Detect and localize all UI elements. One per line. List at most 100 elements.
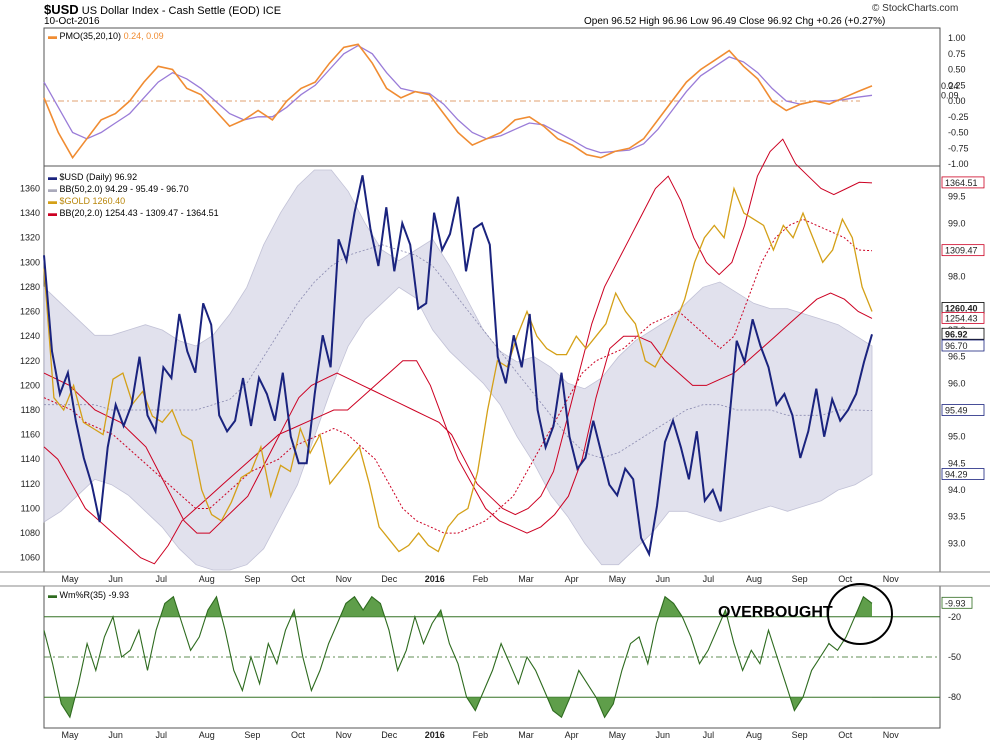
price-x-label: Sep xyxy=(244,574,260,584)
pmo-legend: ▬ PMO(35,20,10) 0.24, 0.09 xyxy=(48,31,164,41)
tag-gold-lower: 1254.43 xyxy=(945,313,978,323)
tag-usd-last-box xyxy=(941,327,985,340)
tag-gold-mid-box xyxy=(941,244,985,257)
pmo-signal-line xyxy=(43,44,873,154)
price-left-tick: 1280 xyxy=(20,282,40,292)
price-left-tick: 1340 xyxy=(20,208,40,218)
willr-last-box xyxy=(941,596,973,609)
ohlc-readout: Open 96.52 High 96.96 Low 96.49 Close 96… xyxy=(584,16,886,27)
willr-x-label: Jul xyxy=(155,730,167,740)
legend-gold: ▬ $GOLD 1260.40 xyxy=(48,196,126,206)
price-left-tick: 1300 xyxy=(20,257,40,267)
willr-last-label: -9.93 xyxy=(945,598,966,608)
overbought-circle xyxy=(827,583,893,645)
willr-y-tick: -20 xyxy=(948,612,961,622)
price-left-tick: 1120 xyxy=(21,479,40,489)
price-x-label: May xyxy=(609,574,627,584)
tag-usd-last: 96.92 xyxy=(945,329,968,339)
legend-bb50-name: BB(50,2.0) xyxy=(59,184,103,194)
pmo-y-tick: -0.50 xyxy=(948,128,969,138)
pmo-line xyxy=(43,43,873,160)
price-left-tick: 1320 xyxy=(20,233,40,243)
legend-bb20-value: 1254.43 - 1309.47 - 1364.51 xyxy=(105,208,219,218)
willr-x-label: Sep xyxy=(244,730,260,740)
pmo-y-tick: 1.00 xyxy=(948,33,966,43)
willr-x-label: May xyxy=(609,730,627,740)
willr-x-label: Jun xyxy=(656,730,671,740)
price-left-tick: 1100 xyxy=(21,503,40,513)
willr-x-label: Jun xyxy=(108,730,123,740)
legend-bb50-value: 94.29 - 95.49 - 96.70 xyxy=(105,184,189,194)
price-x-label: Feb xyxy=(473,574,489,584)
price-x-label: 2016 xyxy=(425,574,445,584)
price-x-label: Nov xyxy=(336,574,353,584)
tag-gold-upper: 1364.51 xyxy=(945,178,978,188)
pmo-last-label: 0.24 xyxy=(941,81,959,91)
bb20-upper-line xyxy=(43,138,873,534)
usd-line xyxy=(43,175,873,558)
price-x-label: Jul xyxy=(703,574,715,584)
price-x-label: Mar xyxy=(518,574,534,584)
price-left-tick: 1360 xyxy=(20,183,40,193)
price-left-tick: 1260 xyxy=(20,307,40,317)
price-right-tick: 96.5 xyxy=(948,352,966,362)
willr-legend-value: -9.93 xyxy=(108,590,130,600)
price-right-tick: 93.5 xyxy=(948,512,966,522)
willr-x-label: Aug xyxy=(746,730,762,740)
tag-usd-mid-box xyxy=(941,404,985,416)
legend-usd: ▬ $USD (Daily) 96.92 xyxy=(48,172,138,182)
symbol: $USD xyxy=(44,2,79,17)
overbought-annotation: OVERBOUGHT xyxy=(718,604,833,621)
willr-x-label: Oct xyxy=(838,730,853,740)
price-x-label: Aug xyxy=(746,574,762,584)
willr-x-label: Mar xyxy=(518,730,534,740)
willr-legend-name: Wm%R(35) xyxy=(59,590,107,600)
willr-x-label: Jul xyxy=(703,730,715,740)
price-left-tick: 1080 xyxy=(20,528,40,538)
price-left-tick: 1180 xyxy=(21,405,40,415)
legend-bb50: ▬ BB(50,2.0) 94.29 - 95.49 - 96.70 xyxy=(48,184,189,194)
bb20-middle-line xyxy=(43,218,873,534)
pmo-signal-last-label: 0.09 xyxy=(941,90,959,100)
legend-gold-name: $GOLD xyxy=(59,196,91,206)
price-x-label: Apr xyxy=(565,574,579,584)
price-left-tick: 1200 xyxy=(20,380,40,390)
pmo-y-tick: 0.00 xyxy=(948,96,966,106)
price-x-label: Oct xyxy=(291,574,306,584)
willr-x-label: Nov xyxy=(883,730,900,740)
price-left-tick: 1240 xyxy=(20,331,40,341)
price-right-tick: 96.0 xyxy=(948,378,966,388)
bb50-band xyxy=(43,169,873,571)
willr-x-label: Nov xyxy=(336,730,353,740)
price-right-tick: 94.0 xyxy=(948,485,966,495)
watermark: © StockCharts.com xyxy=(872,3,959,14)
symbol-name: US Dollar Index - Cash Settle (EOD) ICE xyxy=(81,5,282,17)
tag-usd-upper: 96.70 xyxy=(945,341,968,351)
willr-legend: ▬ Wm%R(35) -9.93 xyxy=(48,590,130,600)
pmo-legend-value: 0.24, 0.09 xyxy=(123,31,164,41)
chart-header: $USD US Dollar Index - Cash Settle (EOD)… xyxy=(44,2,281,17)
willr-x-label: Aug xyxy=(199,730,215,740)
price-right-tick: 99.0 xyxy=(948,218,966,228)
pmo-y-tick: -0.25 xyxy=(948,112,969,122)
price-right-tick: 98.0 xyxy=(948,272,966,282)
tag-usd-lower: 94.29 xyxy=(945,470,968,480)
price-x-label: Jun xyxy=(108,574,123,584)
willr-x-label: Sep xyxy=(792,730,808,740)
price-x-label: May xyxy=(61,574,79,584)
tag-usd-mid: 95.49 xyxy=(945,406,968,416)
price-x-label: Jul xyxy=(155,574,167,584)
willr-x-label: Oct xyxy=(291,730,306,740)
price-right-tick: 99.5 xyxy=(948,192,966,202)
price-x-label: Aug xyxy=(199,574,215,584)
willr-x-label: Apr xyxy=(565,730,579,740)
price-x-label: Dec xyxy=(381,574,398,584)
price-left-tick: 1220 xyxy=(20,356,40,366)
price-left-tick: 1160 xyxy=(21,430,40,440)
pmo-panel-frame xyxy=(43,27,941,167)
willr-x-label: Feb xyxy=(473,730,489,740)
pmo-y-tick: -1.00 xyxy=(948,159,969,169)
tag-gold-mid: 1309.47 xyxy=(945,246,978,256)
